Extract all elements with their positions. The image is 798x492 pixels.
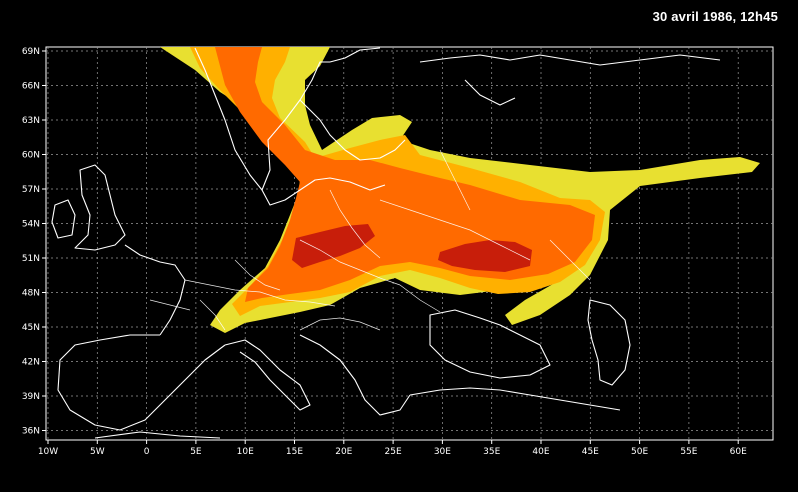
coastlines — [51, 47, 721, 439]
longitude-label: 25E — [385, 447, 402, 457]
longitude-label: 45E — [582, 447, 599, 457]
longitude-label: 35E — [483, 447, 500, 457]
longitude-label: 10W — [38, 447, 58, 457]
longitude-label: 5W — [90, 447, 105, 457]
latitude-label: 51N — [22, 254, 40, 264]
latitude-label: 48N — [22, 289, 40, 299]
latitude-label: 54N — [22, 220, 40, 230]
longitude-label: 50E — [631, 447, 648, 457]
longitude-label: 55E — [680, 447, 697, 457]
longitude-labels: 10W 5W 0 5E 10E 15E 20E 25E 30E 35E 40E 45E 50E 55E 60… — [38, 440, 747, 457]
longitude-label: 30E — [434, 447, 451, 457]
country-borders — [149, 149, 591, 331]
plume-core-west — [292, 224, 375, 268]
map-title: 30 avril 1986, 12h45 — [652, 9, 778, 24]
latitude-label: 45N — [22, 323, 40, 333]
latitude-labels: 69N 66N 63N 60N 57N 54N 51N 48N 45N 42N 39N 36N — [22, 47, 46, 437]
longitude-label: 5E — [190, 447, 202, 457]
latitude-label: 66N — [22, 82, 40, 92]
longitude-label: 15E — [286, 447, 303, 457]
longitude-label: 10E — [237, 447, 254, 457]
longitude-label: 40E — [532, 447, 549, 457]
latitude-label: 69N — [22, 47, 40, 57]
plume-core-east — [438, 240, 532, 272]
longitude-label: 60E — [730, 447, 747, 457]
longitude-label: 20E — [335, 447, 352, 457]
latitude-label: 57N — [22, 185, 40, 195]
latitude-label: 42N — [22, 358, 40, 368]
latitude-label: 36N — [22, 427, 40, 437]
latitude-label: 60N — [22, 151, 40, 161]
latitude-label: 63N — [22, 116, 40, 126]
latitude-label: 39N — [22, 392, 40, 402]
longitude-label: 0 — [144, 447, 150, 457]
